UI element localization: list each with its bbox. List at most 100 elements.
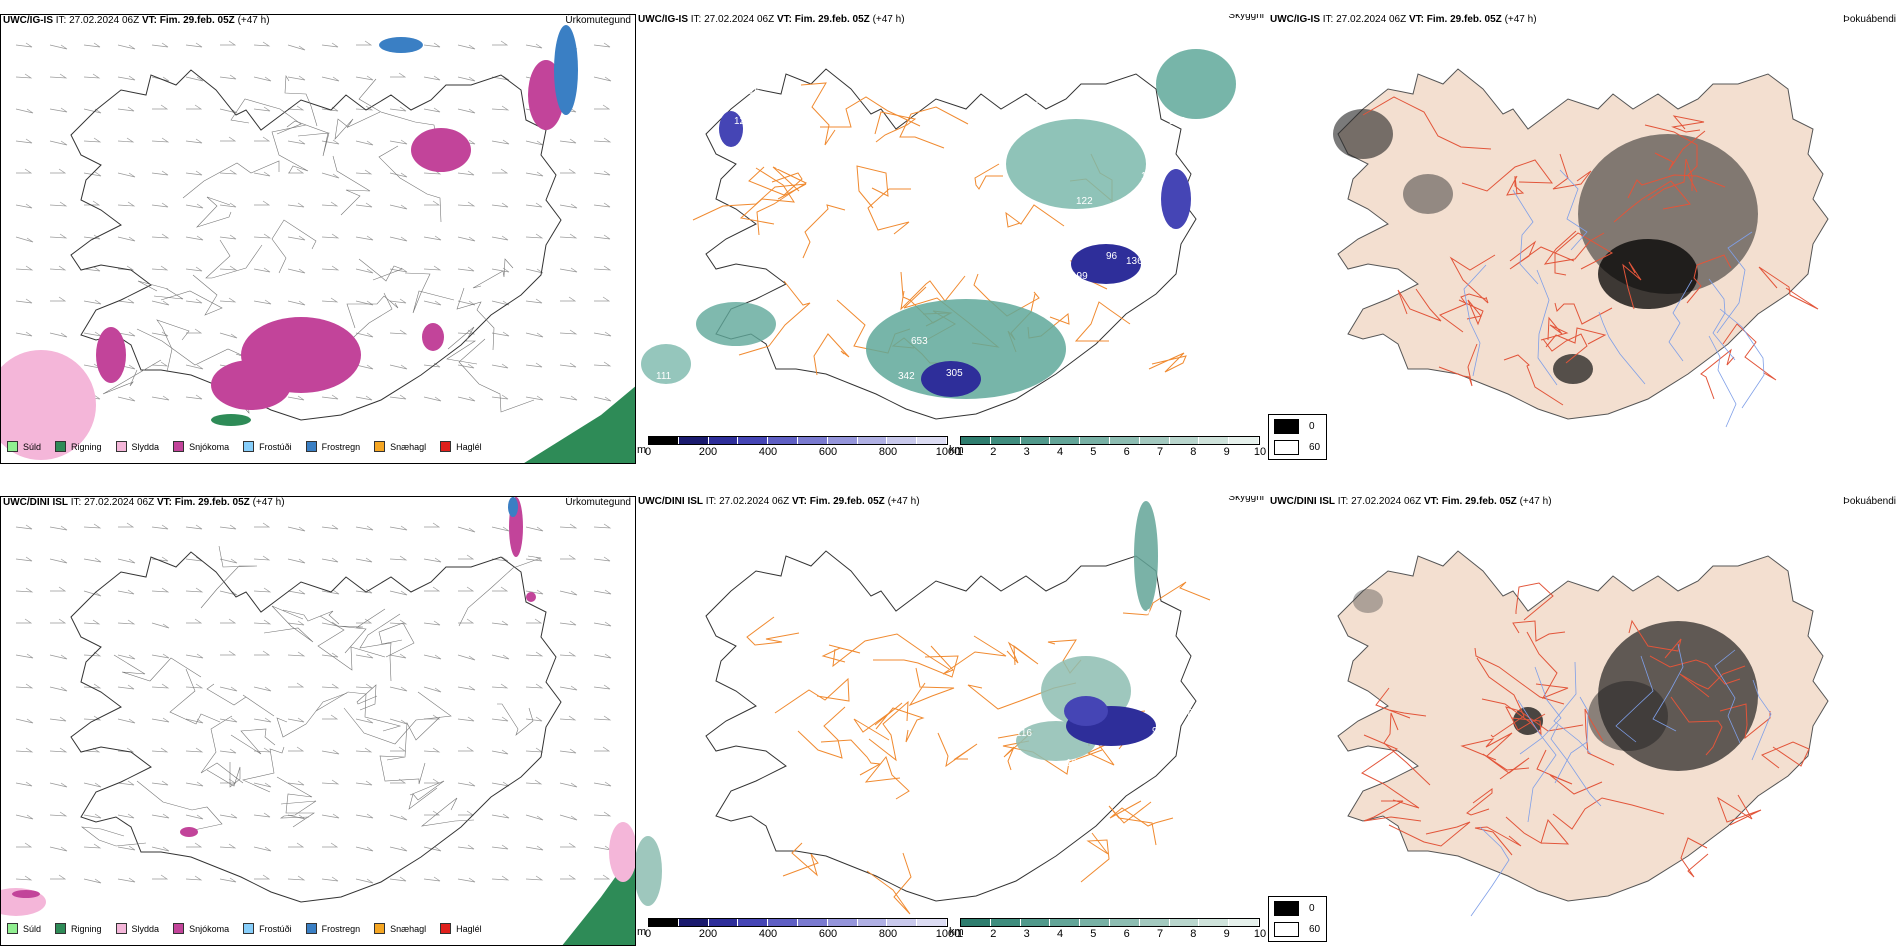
visibility-low-area — [719, 111, 743, 147]
wind-barb — [185, 653, 204, 659]
visibility-label: 136 — [1126, 256, 1143, 267]
precip-snow-area — [96, 327, 126, 383]
wind-barb — [424, 200, 441, 206]
road-line — [866, 852, 912, 915]
wind-barb — [356, 618, 373, 624]
wind-barb — [424, 586, 441, 592]
colorbar-ticks: 0 200 400 600 800 1000 — [645, 927, 960, 941]
visibility-low-area — [921, 361, 981, 397]
road-line — [1554, 302, 1613, 325]
wind-barb — [151, 170, 169, 176]
colorbar-tick: 5 — [1090, 446, 1097, 458]
wind-barb — [457, 170, 475, 176]
wind-barb — [15, 203, 33, 209]
visibility-label: 111 — [656, 371, 672, 382]
wind-barb — [287, 268, 306, 274]
wind-barb — [117, 780, 135, 786]
road-line — [1109, 800, 1174, 827]
wind-barb — [389, 686, 408, 692]
wind-barb — [491, 683, 509, 689]
river-line — [1751, 679, 1772, 761]
road-line — [739, 167, 795, 225]
rivers — [1470, 643, 1772, 917]
wind-barb — [526, 618, 543, 624]
wind-barb — [525, 202, 543, 208]
colorbar-tick: 1 — [956, 446, 964, 458]
wind-barb — [559, 362, 577, 368]
road-line — [1148, 352, 1187, 373]
road-line — [1397, 288, 1442, 322]
wind-barb — [186, 842, 203, 848]
wind-barb — [16, 168, 33, 174]
wind-barb — [117, 201, 136, 207]
visibility-label: 199 — [1071, 271, 1088, 282]
wind-barb — [186, 618, 203, 624]
wind-barb — [593, 202, 611, 208]
road-line — [1761, 741, 1810, 769]
road-line — [80, 826, 147, 847]
fog-legend-item: 0 — [1274, 417, 1326, 436]
road-line — [873, 655, 959, 678]
road-line — [868, 700, 909, 762]
wind-barb — [355, 169, 373, 175]
fog-index-legend: 0 60 — [1268, 414, 1327, 460]
wind-barb — [525, 845, 544, 851]
precip-rain-area — [211, 414, 251, 426]
wind-barb — [287, 75, 306, 81]
wind-barb — [152, 104, 169, 110]
wind-barb — [457, 266, 475, 272]
river-line — [1550, 724, 1602, 807]
wind-barb — [355, 364, 374, 370]
road-line — [797, 706, 846, 759]
colorbar-unit: km — [949, 444, 964, 456]
colorbar-tick: 1000 — [935, 928, 961, 940]
colorbar-cell — [1139, 437, 1170, 444]
wind-barb — [117, 331, 136, 337]
road-line — [1628, 619, 1682, 659]
road-network — [80, 545, 542, 847]
precip-legend: Súld Rigning Slydda Snjókoma Frostúði Frostre… — [1, 923, 490, 934]
colorbar-cell — [1169, 437, 1200, 444]
colorbar-cell — [708, 437, 739, 444]
wind-barb — [49, 782, 68, 788]
precip-snow-area — [526, 592, 536, 602]
wind-barb — [593, 715, 612, 721]
wind-barb — [355, 878, 374, 884]
wind-barb — [288, 746, 305, 752]
wind-barb — [423, 846, 442, 852]
cloud-map-row1 — [1333, 68, 1829, 428]
wind-barb — [321, 172, 340, 179]
wind-barb — [219, 843, 237, 849]
precip-freezing-rain-area — [508, 497, 518, 517]
road-line — [379, 755, 426, 785]
wind-barb — [254, 522, 271, 528]
road-line — [974, 163, 1003, 190]
wind-barb — [83, 266, 101, 272]
wind-barb — [424, 714, 441, 720]
road-line — [1700, 348, 1735, 400]
road-line — [284, 75, 318, 127]
road-line — [1627, 174, 1726, 199]
wind-barb — [151, 846, 170, 852]
wind-barb — [593, 42, 611, 48]
panel-title: Þokuábendi — [1843, 496, 1896, 507]
colorbar-tick: 5 — [1090, 928, 1097, 940]
river-line — [1463, 264, 1487, 377]
wind-barb — [220, 618, 237, 624]
road-line — [1388, 821, 1471, 847]
wind-barb — [49, 332, 68, 338]
road-line — [206, 762, 241, 788]
wind-barb — [491, 75, 510, 81]
wind-barb — [321, 813, 340, 819]
colorbar-cell — [1109, 437, 1140, 444]
colorbar-tick: 200 — [698, 446, 718, 458]
wind-barb — [525, 362, 543, 368]
precip-snow-area — [12, 890, 40, 898]
colorbar-cell — [857, 437, 888, 444]
road-line — [137, 280, 184, 300]
road-line — [1644, 124, 1698, 193]
wind-barb — [389, 236, 408, 242]
visibility-fog-area — [1156, 49, 1236, 119]
wind-barb — [49, 233, 68, 239]
wind-barb — [457, 844, 475, 850]
